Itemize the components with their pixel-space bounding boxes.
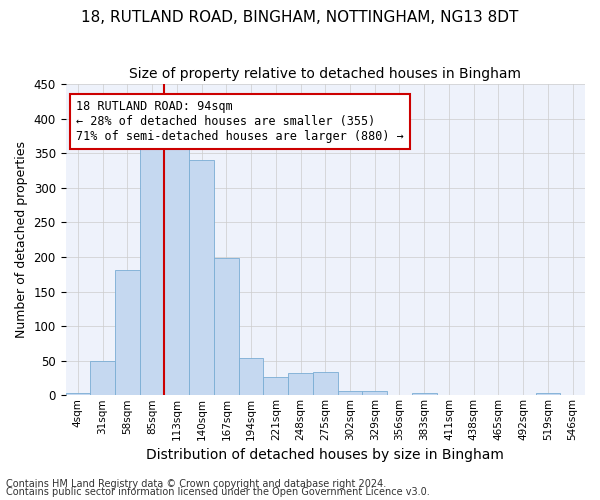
Text: 18 RUTLAND ROAD: 94sqm
← 28% of detached houses are smaller (355)
71% of semi-de: 18 RUTLAND ROAD: 94sqm ← 28% of detached… xyxy=(76,100,404,142)
Text: Contains HM Land Registry data © Crown copyright and database right 2024.: Contains HM Land Registry data © Crown c… xyxy=(6,479,386,489)
X-axis label: Distribution of detached houses by size in Bingham: Distribution of detached houses by size … xyxy=(146,448,504,462)
Bar xyxy=(288,373,313,396)
Bar xyxy=(140,140,164,396)
Bar xyxy=(214,258,239,396)
Y-axis label: Number of detached properties: Number of detached properties xyxy=(15,141,28,338)
Bar xyxy=(115,270,140,396)
Text: Contains public sector information licensed under the Open Government Licence v3: Contains public sector information licen… xyxy=(6,487,430,497)
Bar xyxy=(263,378,288,396)
Bar xyxy=(313,372,338,396)
Bar xyxy=(412,393,437,396)
Bar xyxy=(239,358,263,396)
Bar xyxy=(536,393,560,396)
Text: 18, RUTLAND ROAD, BINGHAM, NOTTINGHAM, NG13 8DT: 18, RUTLAND ROAD, BINGHAM, NOTTINGHAM, N… xyxy=(82,10,518,25)
Bar xyxy=(189,160,214,396)
Title: Size of property relative to detached houses in Bingham: Size of property relative to detached ho… xyxy=(129,68,521,82)
Bar xyxy=(65,393,90,396)
Bar xyxy=(362,391,387,396)
Bar xyxy=(90,360,115,396)
Bar xyxy=(164,142,189,396)
Bar xyxy=(338,391,362,396)
